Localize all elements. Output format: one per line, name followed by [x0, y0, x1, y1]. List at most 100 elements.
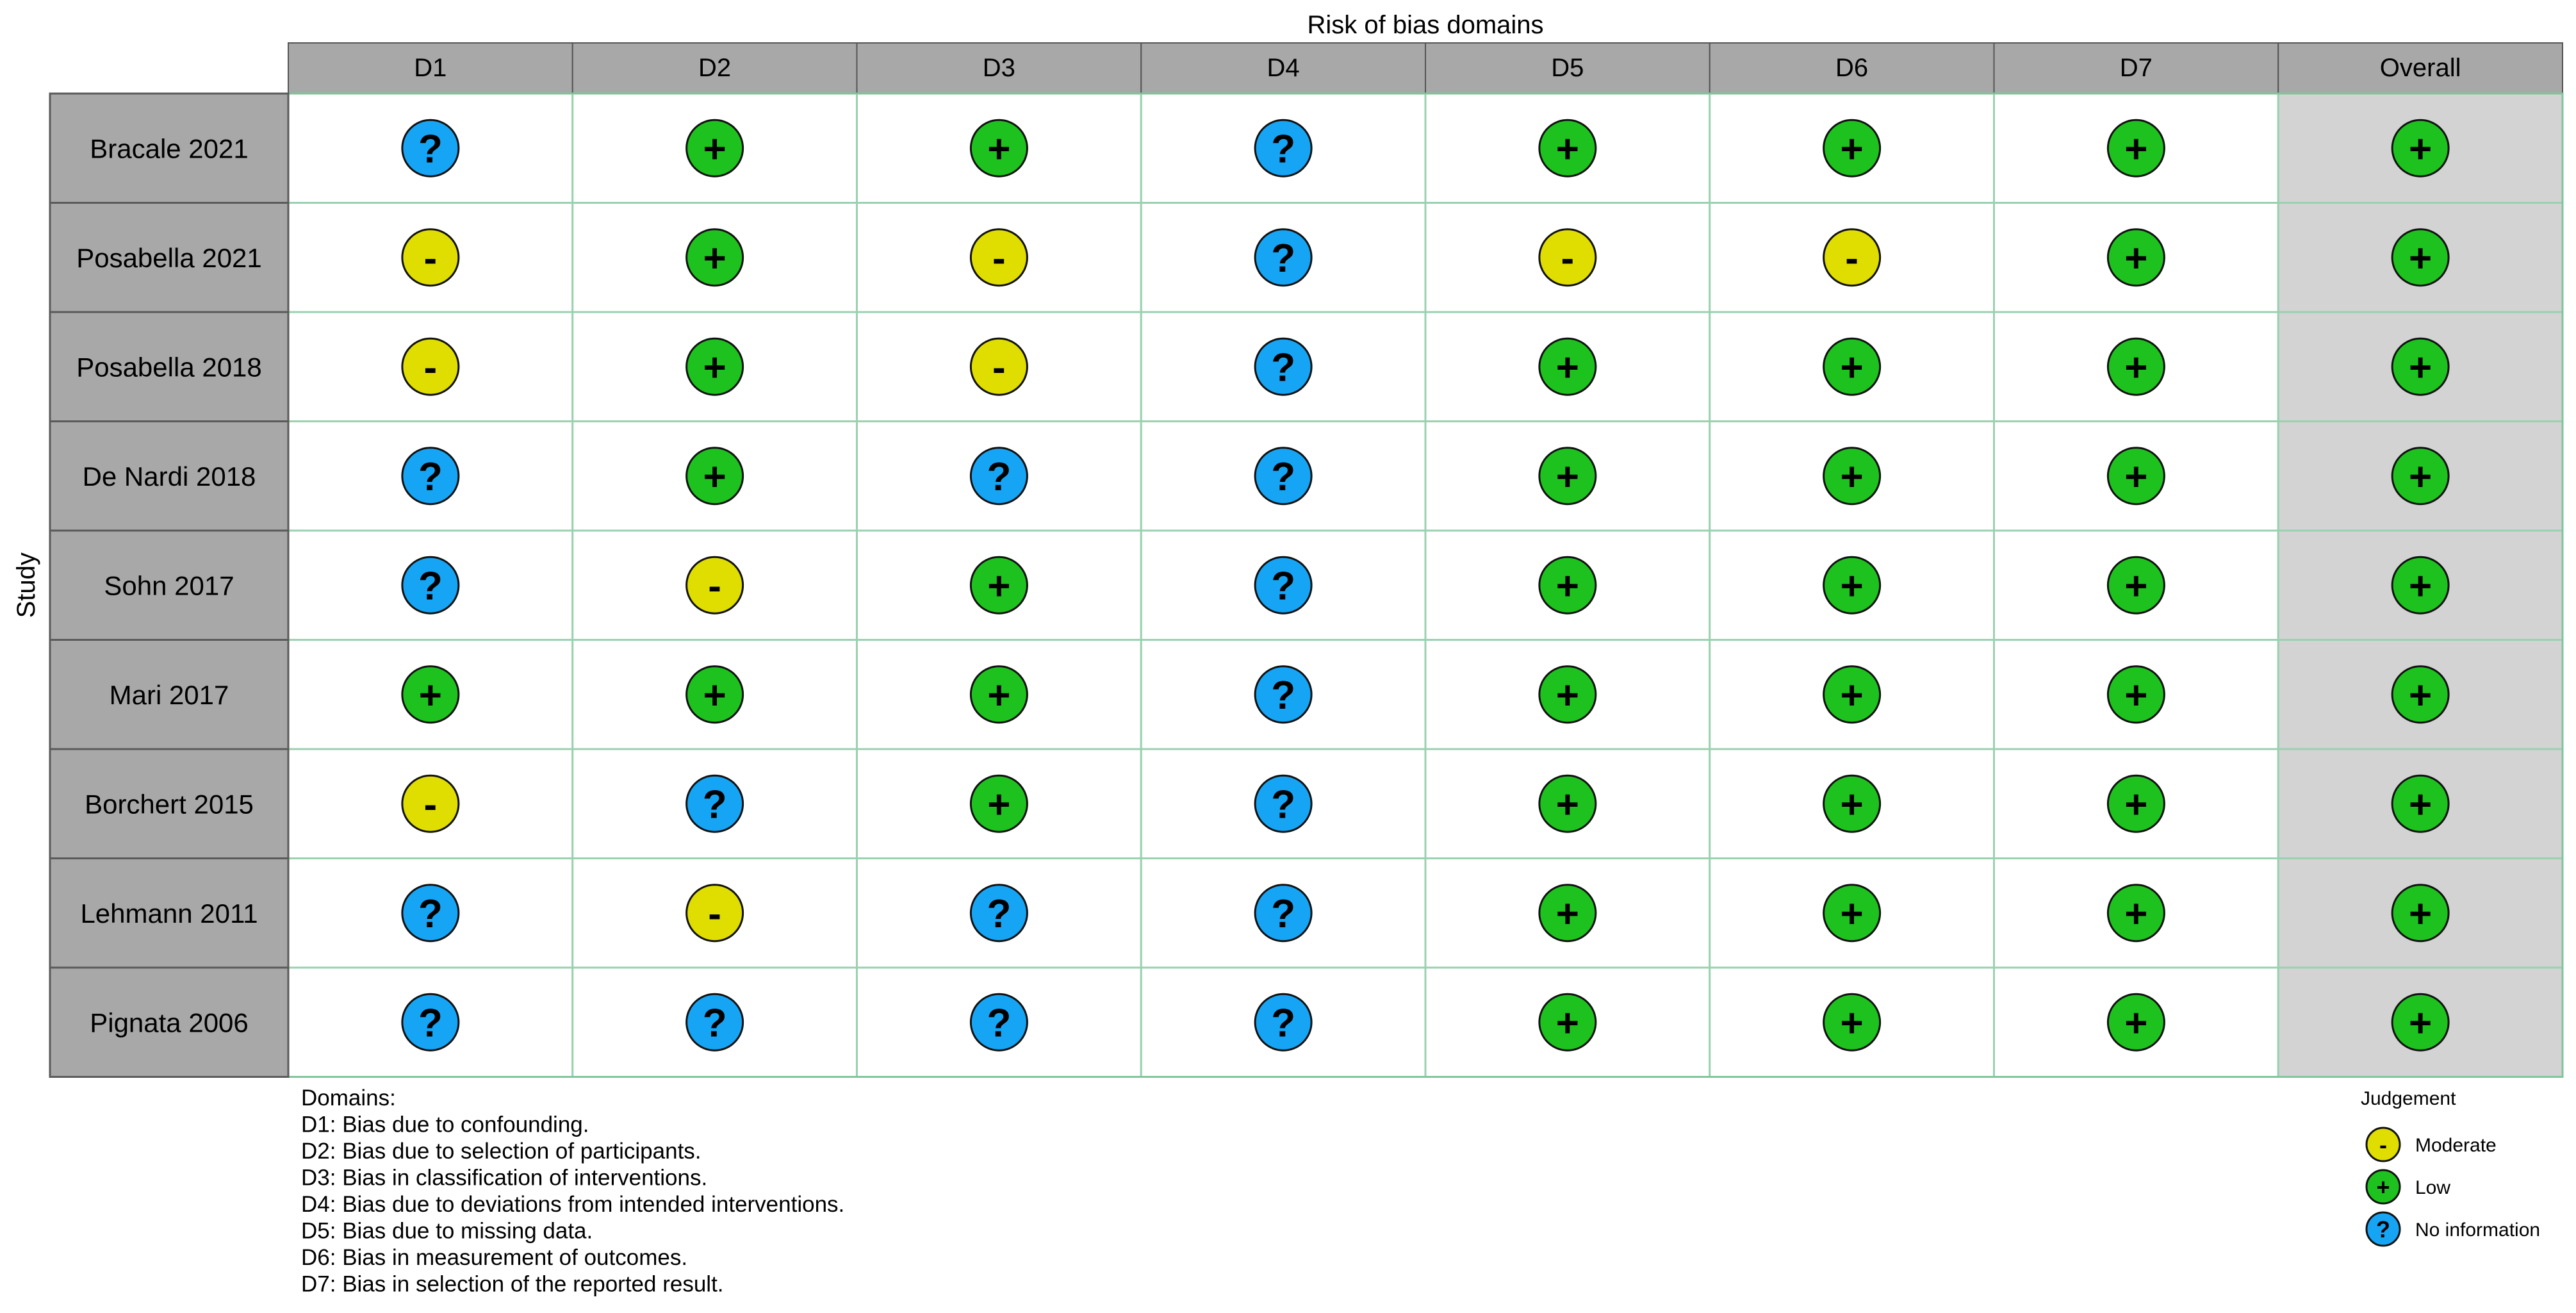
- judgement-low-mark: [969, 119, 1028, 178]
- study-label-cell: [49, 966, 290, 1078]
- judgement-symbol: +: [1841, 455, 1864, 499]
- column-header-cell: [288, 42, 573, 94]
- judgement-low-mark: [2106, 228, 2165, 287]
- study-label: Sohn 2017: [104, 570, 234, 600]
- judgement-low-mark: [2106, 556, 2165, 615]
- judgement-no-info-mark: [401, 119, 460, 178]
- judgement-low-mark: [685, 665, 744, 724]
- domain-description: D3: Bias in classification of interventi…: [301, 1166, 707, 1191]
- column-header-label: D1: [414, 54, 447, 82]
- judgement-low-mark: [2106, 774, 2165, 833]
- judgement-symbol: ?: [418, 455, 443, 499]
- judgement-low-mark: [969, 556, 1028, 615]
- judgement-low-mark: [1823, 447, 1882, 506]
- legend-title: Judgement: [2361, 1088, 2456, 1109]
- domain-description: D4: Bias due to deviations from intended…: [301, 1192, 844, 1217]
- judgement-low-mark: [1823, 556, 1882, 615]
- legend-label: Moderate: [2415, 1135, 2497, 1156]
- judgement-symbol: +: [703, 673, 726, 718]
- judgement-symbol: +: [987, 673, 1010, 718]
- judgement-symbol: ?: [1271, 236, 1295, 281]
- judgement-symbol: +: [1841, 1002, 1864, 1046]
- judgement-low-mark: [2391, 993, 2450, 1052]
- study-label-cell: [49, 202, 290, 313]
- judgement-symbol: ?: [1271, 673, 1295, 718]
- judgement-symbol: +: [2409, 455, 2432, 499]
- judgement-low-mark: [1538, 337, 1597, 396]
- judgement-moderate-mark: [401, 774, 460, 833]
- study-label: Mari 2017: [110, 680, 229, 710]
- study-label: Posabella 2021: [76, 243, 262, 273]
- judgement-symbol: -: [424, 783, 438, 827]
- judgement-low-mark: [1538, 884, 1597, 943]
- judgement-moderate-mark: [2365, 1127, 2401, 1162]
- judgement-symbol: +: [2124, 455, 2147, 499]
- judgement-symbol: +: [2409, 1002, 2432, 1046]
- judgement-low-mark: [2106, 993, 2165, 1052]
- column-header-cell: [1140, 42, 1426, 94]
- judgement-low-mark: [1823, 774, 1882, 833]
- judgement-symbol: +: [1841, 128, 1864, 172]
- judgement-no-info-mark: [1254, 774, 1313, 833]
- judgement-symbol: +: [2409, 236, 2432, 281]
- judgement-symbol: +: [1556, 455, 1579, 499]
- judgement-low-mark: [2106, 447, 2165, 506]
- judgement-no-info-mark: [1254, 447, 1313, 506]
- judgement-symbol: ?: [418, 1002, 443, 1046]
- column-header-label: Overall: [2380, 54, 2461, 82]
- judgement-symbol: +: [2124, 673, 2147, 718]
- column-header-label: D4: [1267, 54, 1300, 82]
- judgement-symbol: +: [2409, 783, 2432, 827]
- judgement-symbol: ?: [1271, 1002, 1295, 1046]
- judgement-low-mark: [1823, 665, 1882, 724]
- judgement-low-mark: [2391, 119, 2450, 178]
- judgement-symbol: +: [2409, 346, 2432, 390]
- judgement-low-mark: [685, 228, 744, 287]
- column-header-label: D2: [698, 54, 731, 82]
- study-label-cell: [49, 92, 290, 204]
- study-label-cell: [49, 857, 290, 969]
- judgement-symbol: +: [2124, 892, 2147, 936]
- judgement-moderate-mark: [1538, 228, 1597, 287]
- judgement-marks: ? + +? + + + + - + -? - - + + - + -? + + + +? +?? + + + +? - +? + + + +…: [401, 119, 2450, 1052]
- table-cell: [1993, 420, 2279, 532]
- judgement-symbol: -: [424, 236, 438, 281]
- judgement-symbol: ?: [418, 128, 443, 172]
- judgement-no-info-mark: [1254, 556, 1313, 615]
- judgement-symbol: +: [2409, 673, 2432, 718]
- judgement-symbol: ?: [1271, 565, 1295, 609]
- judgement-low-mark: [2391, 556, 2450, 615]
- judgement-symbol: ?: [1271, 892, 1295, 936]
- judgement-symbol: +: [1841, 673, 1864, 718]
- judgement-symbol: +: [2124, 128, 2147, 172]
- judgement-symbol: +: [2409, 565, 2432, 609]
- judgement-symbol: -: [1845, 236, 1858, 281]
- judgement-symbol: +: [1556, 783, 1579, 827]
- judgement-symbol: -: [2379, 1132, 2387, 1158]
- judgement-low-mark: [1538, 447, 1597, 506]
- domain-description: D2: Bias due to selection of participant…: [301, 1139, 701, 1164]
- judgement-symbol: +: [2124, 236, 2147, 281]
- judgement-symbol: ?: [418, 565, 443, 609]
- judgement-low-mark: [1823, 884, 1882, 943]
- judgement-low-mark: [1538, 993, 1597, 1052]
- judgement-low-mark: [685, 119, 744, 178]
- judgement-no-info-mark: [1254, 119, 1313, 178]
- domain-description: D1: Bias due to confounding.: [301, 1112, 589, 1137]
- judgement-symbol: ?: [1271, 128, 1295, 172]
- judgement-symbol: +: [2124, 565, 2147, 609]
- judgement-low-mark: [685, 447, 744, 506]
- judgement-moderate-mark: [969, 337, 1028, 396]
- judgement-low-mark: [685, 337, 744, 396]
- column-header-label: D6: [1835, 54, 1868, 82]
- judgement-no-info-mark: [969, 447, 1028, 506]
- judgement-symbol: +: [2409, 128, 2432, 172]
- judgement-symbol: -: [708, 565, 721, 609]
- judgement-symbol: +: [2124, 346, 2147, 390]
- study-label-cell: [49, 311, 290, 422]
- judgement-symbol: +: [1556, 346, 1579, 390]
- judgement-symbol: +: [2124, 1002, 2147, 1046]
- judgement-symbol: ?: [987, 1002, 1011, 1046]
- judgement-low-mark: [2106, 337, 2165, 396]
- table-cell: [1709, 202, 1995, 313]
